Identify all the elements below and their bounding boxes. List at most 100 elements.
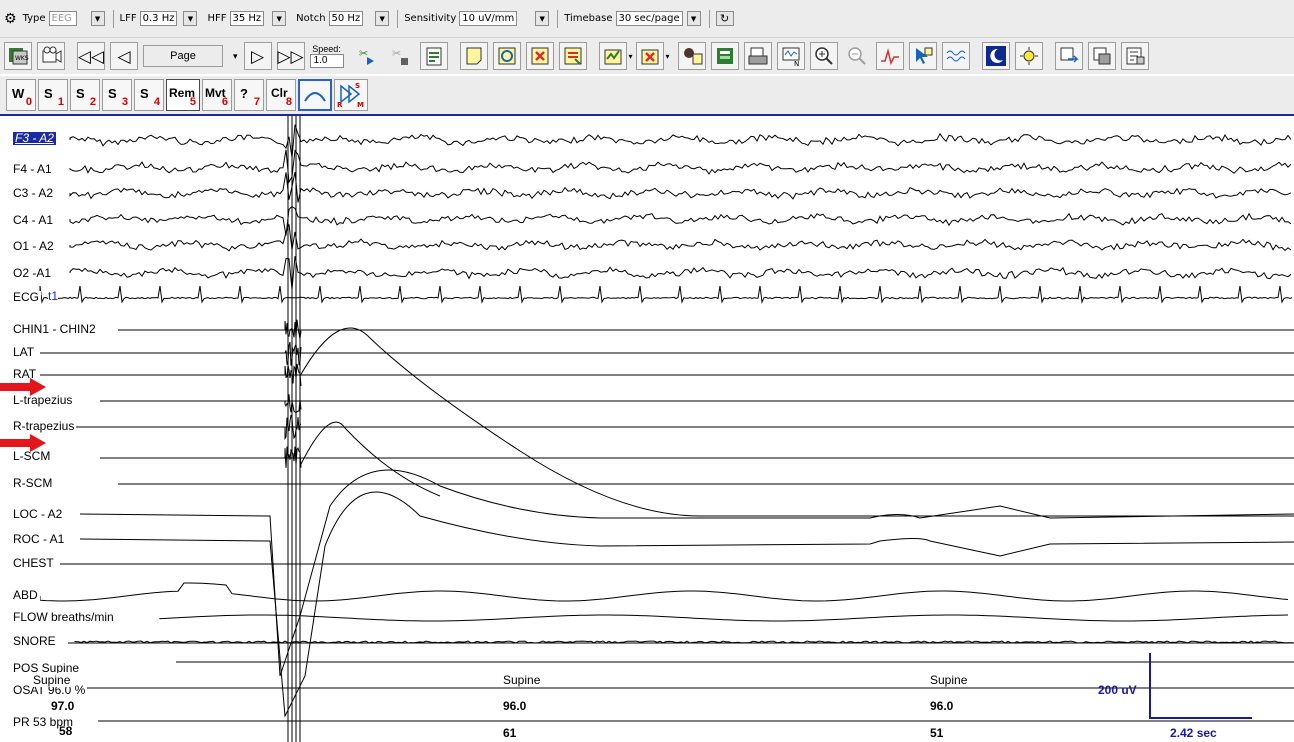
hff-label: HFF bbox=[207, 13, 227, 24]
channel-label-loc-a2[interactable]: LOC - A2 bbox=[13, 507, 65, 521]
abd-trace bbox=[39, 582, 1289, 602]
channel-label-f3-a2[interactable]: F3 - A2 bbox=[13, 131, 56, 145]
video-icon[interactable] bbox=[37, 42, 65, 70]
type-dropdown[interactable]: ▼ bbox=[90, 11, 105, 26]
properties-icon[interactable] bbox=[1120, 42, 1149, 70]
arc-tool-button[interactable] bbox=[298, 79, 332, 111]
channel-label-r-trapezius[interactable]: R-trapezius bbox=[13, 419, 77, 433]
page-dropdown-icon[interactable]: ▾ bbox=[233, 50, 238, 61]
score-label: S bbox=[140, 86, 149, 101]
channel-label-pr[interactable]: PR 53 bpm bbox=[13, 715, 76, 729]
note-delete-icon[interactable] bbox=[525, 42, 554, 70]
page-select[interactable]: Page bbox=[143, 45, 223, 67]
eeg-trace bbox=[69, 124, 1292, 158]
channel-label-r-scm[interactable]: R-SCM bbox=[13, 476, 55, 490]
sensitivity-setting: Sensitivity 10 uV/mm ▼ bbox=[404, 11, 550, 26]
channel-label-rat[interactable]: RAT bbox=[13, 367, 39, 381]
scissors-stop-icon[interactable]: ✂ bbox=[387, 42, 415, 70]
import-icon[interactable] bbox=[1087, 42, 1116, 70]
magnify-minus-icon[interactable] bbox=[843, 42, 871, 70]
event-add-dropdown-icon[interactable]: ▾ bbox=[628, 51, 633, 61]
print-icon[interactable] bbox=[743, 42, 772, 70]
hff-field[interactable]: 35 Hz bbox=[229, 11, 265, 26]
channel-label-l-scm[interactable]: L-SCM bbox=[13, 449, 53, 463]
rewind-icon[interactable]: ◁◁ bbox=[77, 42, 105, 70]
channel-label-roc-a1[interactable]: ROC - A1 bbox=[13, 532, 67, 546]
event-delete-icon[interactable] bbox=[635, 42, 664, 70]
note-icon[interactable] bbox=[459, 42, 488, 70]
channel-label-o2-a1[interactable]: O2 -A1 bbox=[13, 266, 54, 280]
red-arrow bbox=[0, 434, 46, 452]
channel-label-o1-a2[interactable]: O1 - A2 bbox=[13, 239, 56, 253]
settings-icon[interactable]: ⚙ bbox=[4, 10, 17, 27]
notch-dropdown[interactable]: ▼ bbox=[375, 11, 390, 26]
scale-time: 2.42 sec bbox=[1170, 726, 1217, 740]
ecg-trace bbox=[39, 285, 1293, 304]
event-delete-dropdown-icon[interactable]: ▾ bbox=[665, 51, 670, 61]
score-s1-button[interactable]: S 1 bbox=[38, 79, 68, 111]
lff-field[interactable]: 0.3 Hz bbox=[139, 11, 178, 26]
channel-label-f4-a1[interactable]: F4 - A1 bbox=[13, 162, 54, 176]
channel-label-chin[interactable]: CHIN1 - CHIN2 bbox=[13, 322, 98, 336]
normalize-icon[interactable]: N bbox=[776, 42, 805, 70]
fast-score-button[interactable]: S R M bbox=[334, 79, 368, 111]
compress-wave-icon[interactable] bbox=[941, 42, 970, 70]
export-icon[interactable] bbox=[1054, 42, 1083, 70]
channel-label-snore[interactable]: SNORE bbox=[13, 634, 58, 648]
event-add-icon[interactable] bbox=[598, 42, 627, 70]
score-rem-button[interactable]: Rem 5 bbox=[166, 79, 200, 111]
report-icon[interactable] bbox=[710, 42, 739, 70]
score-movement-button[interactable]: Mvt 6 bbox=[202, 79, 232, 111]
cursor-tool-icon[interactable] bbox=[908, 42, 937, 70]
sensitivity-field[interactable]: 10 uV/mm bbox=[459, 11, 518, 26]
patient-icon[interactable] bbox=[677, 42, 706, 70]
divider bbox=[397, 9, 399, 28]
lff-dropdown[interactable]: ▼ bbox=[183, 11, 198, 26]
channel-label-c3-a2[interactable]: C3 - A2 bbox=[13, 186, 56, 200]
night-icon[interactable] bbox=[981, 42, 1010, 70]
timebase-setting: Timebase 30 sec/page ▼ bbox=[564, 11, 701, 26]
montage-icon[interactable]: WKS bbox=[4, 42, 32, 70]
pr-value: 61 bbox=[503, 726, 517, 740]
eeg-trace bbox=[69, 224, 1292, 252]
note-list-icon[interactable] bbox=[558, 42, 587, 70]
channel-label-lat[interactable]: LAT bbox=[13, 345, 37, 359]
flow-trace bbox=[159, 614, 1289, 622]
channel-label-chest[interactable]: CHEST bbox=[13, 556, 56, 570]
hff-dropdown[interactable]: ▼ bbox=[272, 11, 287, 26]
score-unknown-button[interactable]: ? 7 bbox=[234, 79, 264, 111]
channel-label-pos[interactable]: POS Supine bbox=[13, 661, 82, 675]
forward-icon[interactable]: ▷ bbox=[243, 42, 272, 70]
day-icon[interactable] bbox=[1014, 42, 1043, 70]
refresh-icon[interactable]: ↻ bbox=[715, 11, 734, 26]
type-field[interactable]: EEG bbox=[48, 11, 77, 26]
score-s4-button[interactable]: S 4 bbox=[134, 79, 164, 111]
waveform-marker-icon[interactable] bbox=[875, 42, 904, 70]
channel-label-abd[interactable]: ABD bbox=[13, 588, 40, 602]
timebase-field[interactable]: 30 sec/page bbox=[615, 11, 683, 26]
score-wake-button[interactable]: W 0 bbox=[6, 79, 36, 111]
score-s2-button[interactable]: S 2 bbox=[70, 79, 100, 111]
channel-label-l-trapezius[interactable]: L-trapezius bbox=[13, 393, 75, 407]
signal-traces bbox=[39, 116, 1294, 742]
score-s3-button[interactable]: S 3 bbox=[102, 79, 132, 111]
timebase-dropdown[interactable]: ▼ bbox=[686, 11, 701, 26]
sensitivity-dropdown[interactable]: ▼ bbox=[535, 11, 550, 26]
channel-label-flow[interactable]: FLOW breaths/min bbox=[13, 610, 116, 624]
magnify-plus-icon[interactable] bbox=[809, 42, 838, 70]
score-clear-button[interactable]: Clr 8 bbox=[266, 79, 296, 111]
clipboard-icon[interactable] bbox=[419, 42, 448, 70]
notch-field[interactable]: 50 Hz bbox=[328, 11, 364, 26]
score-key: 7 bbox=[253, 96, 260, 108]
scissors-play-icon[interactable]: ✂ bbox=[354, 42, 382, 70]
back-icon[interactable]: ◁ bbox=[110, 42, 138, 70]
channel-label-ecg[interactable]: ECG bbox=[13, 290, 42, 304]
fast-forward-icon[interactable]: ▷▷ bbox=[276, 42, 305, 70]
signal-display[interactable]: F3 - A2 F4 - A1 C3 - A2 C4 - A1 O1 - A2 … bbox=[0, 116, 1294, 742]
score-key: 3 bbox=[121, 96, 128, 108]
speed-field[interactable]: 1.0 bbox=[309, 54, 344, 68]
scoring-bar: W 0 S 1 S 2 S 3 S 4 Rem 5 Mvt 6 ? 7 Clr … bbox=[0, 76, 1294, 116]
note-refresh-icon[interactable] bbox=[492, 42, 521, 70]
channel-label-c4-a1[interactable]: C4 - A1 bbox=[13, 213, 56, 227]
channel-label-osat[interactable]: OSAT 96.0 % bbox=[13, 683, 88, 697]
